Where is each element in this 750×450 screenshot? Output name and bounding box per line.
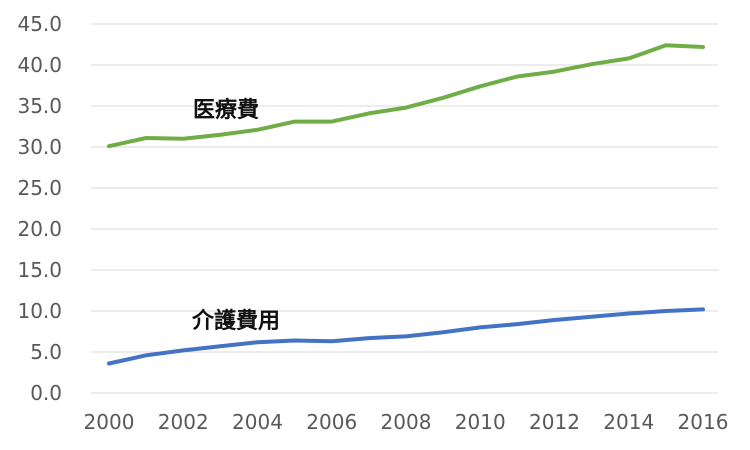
x-tick-label: 2002 xyxy=(158,410,209,434)
y-tick-label: 5.0 xyxy=(30,340,62,364)
series-label-care-cost: 介護費用 xyxy=(191,308,280,334)
y-tick-label: 40.0 xyxy=(17,53,62,77)
gridlines xyxy=(91,23,718,394)
series-label-medical-cost: 医療費 xyxy=(193,97,259,123)
y-axis-tick-labels: 0.0 5.0 10.0 15.0 20.0 25.0 30.0 35.0 40.0 45.0 xyxy=(17,12,62,405)
series-lines xyxy=(107,43,705,366)
x-tick-label: 2014 xyxy=(603,410,654,434)
series-line-care-cost xyxy=(107,307,705,366)
x-tick-label: 2000 xyxy=(84,410,135,434)
x-tick-label: 2008 xyxy=(381,410,432,434)
series-line-medical-cost xyxy=(107,43,705,149)
y-tick-label: 15.0 xyxy=(17,258,62,282)
x-tick-label: 2010 xyxy=(455,410,506,434)
y-tick-label: 10.0 xyxy=(17,299,62,323)
x-tick-label: 2012 xyxy=(529,410,580,434)
x-tick-label: 2006 xyxy=(306,410,357,434)
y-tick-label: 30.0 xyxy=(17,135,62,159)
x-axis-tick-labels: 2000 2002 2004 2006 2008 2010 2012 2014 2016 xyxy=(84,410,729,434)
y-tick-label: 0.0 xyxy=(30,381,62,405)
series-labels: 医療費 介護費用 xyxy=(191,97,280,334)
y-tick-label: 20.0 xyxy=(17,217,62,241)
y-tick-label: 35.0 xyxy=(17,94,62,118)
x-tick-label: 2004 xyxy=(232,410,283,434)
y-tick-label: 25.0 xyxy=(17,176,62,200)
x-tick-label: 2016 xyxy=(678,410,729,434)
y-tick-label: 45.0 xyxy=(17,12,62,36)
